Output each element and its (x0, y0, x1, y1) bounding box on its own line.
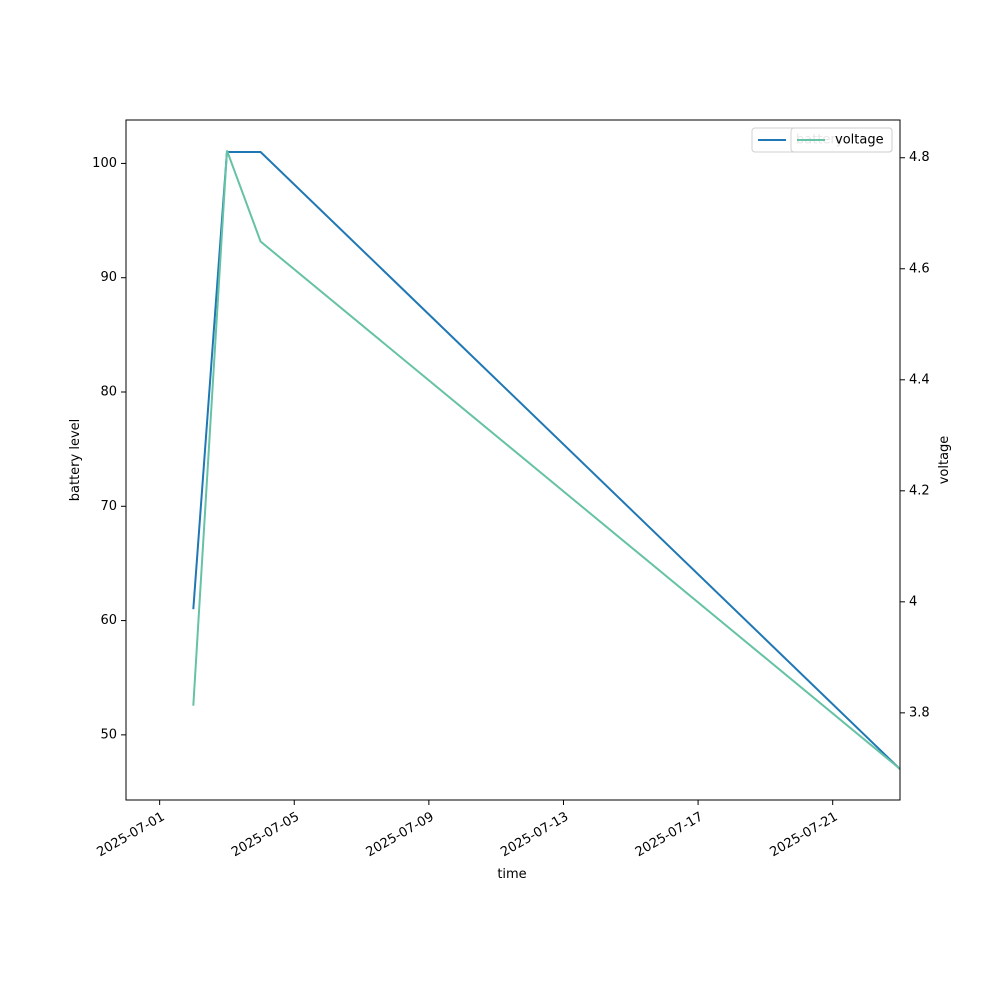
legend: voltage (790, 127, 893, 153)
y-tick-label: 50 (100, 727, 117, 742)
y2-tick-label: 4.8 (909, 150, 930, 165)
y-tick-label: 90 (100, 270, 117, 285)
series-line (192, 150, 901, 770)
y-tick-label: 100 (92, 156, 117, 171)
y2-tick-label: 3.8 (909, 705, 930, 720)
plot-frame (125, 119, 901, 801)
legend-box (790, 127, 893, 153)
x-tick-label: 2025-07-21 (768, 810, 841, 861)
series-line (192, 151, 901, 770)
legend-label: voltage (835, 133, 884, 148)
y2-tick-label: 4.6 (909, 261, 930, 276)
x-tick-label: 2025-07-01 (94, 810, 167, 861)
y-tick-label: 60 (100, 613, 117, 628)
y-tick-label: 80 (100, 385, 117, 400)
y2-tick-label: 4.4 (909, 372, 930, 387)
x-tick-label: 2025-07-09 (364, 810, 437, 861)
x-tick-label: 2025-07-05 (229, 810, 302, 861)
x-tick-label: 2025-07-17 (633, 810, 706, 861)
y2-tick-label: 4 (909, 594, 917, 609)
x-axis-label: time (497, 867, 526, 882)
y-axis-label: battery level (68, 419, 83, 502)
y-tick-label: 70 (100, 499, 117, 514)
y2-axis-label: voltage (937, 436, 952, 485)
x-tick-label: 2025-07-13 (498, 810, 571, 861)
y2-tick-label: 4.2 (909, 483, 930, 498)
